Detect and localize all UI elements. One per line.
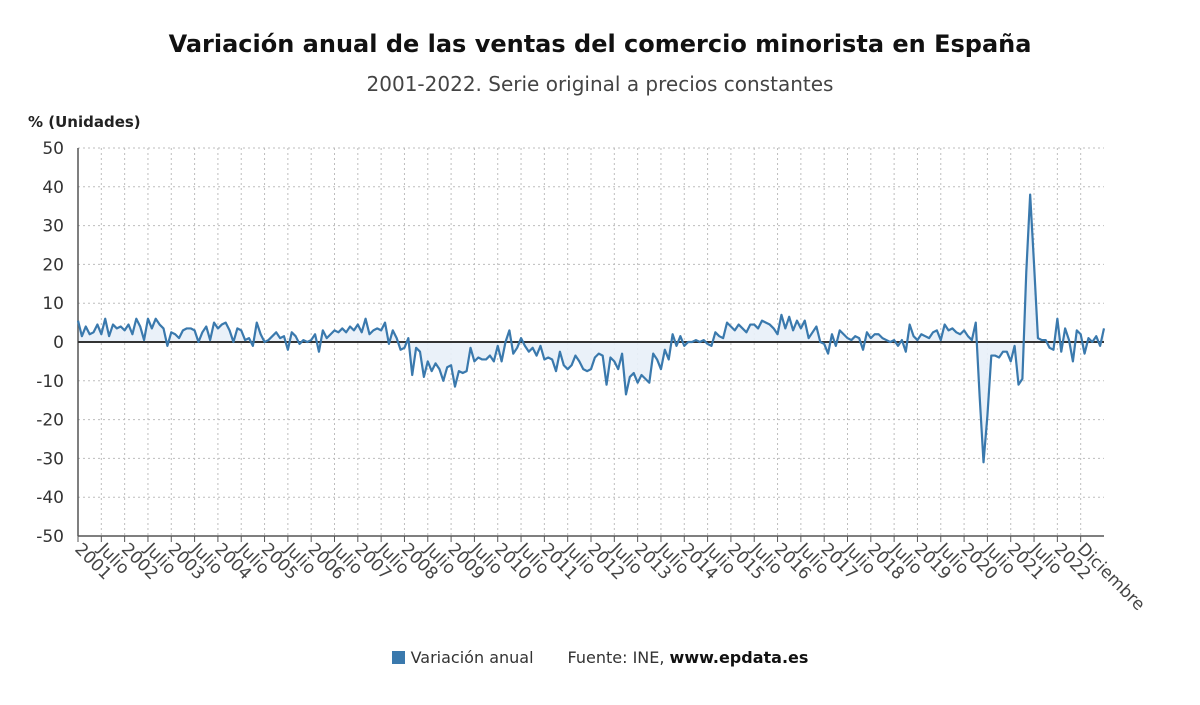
y-tick-label: -50 [36,527,64,547]
y-tick-label: 50 [42,139,64,159]
y-tick-label: 10 [42,294,64,314]
y-tick-label: -30 [36,449,64,469]
series-line-layer [76,193,1106,464]
source-prefix: Fuente: INE, [567,648,670,667]
y-tick-label: 0 [53,333,64,353]
chart-title: Variación anual de las ventas del comerc… [168,30,1032,58]
y-tick-labels: 50 40 30 20 10 0 -10 -20 -30 -40 -50 [36,139,64,547]
y-tick-label: 30 [42,217,64,237]
series-line-variacion-anual [76,193,1106,464]
source-link[interactable]: www.epdata.es [669,648,809,667]
y-tick-label: 20 [42,255,64,275]
chart-subtitle: 2001-2022. Serie original a precios cons… [366,72,834,96]
y-tick-label: -10 [36,372,64,392]
axes [77,148,1104,542]
y-axis-label: % (Unidades) [28,113,141,131]
y-tick-label: -20 [36,411,64,431]
legend: Variación anual Fuente: INE, www.epdata.e… [0,648,1200,667]
y-tick-label: 40 [42,178,64,198]
x-tick-labels: 2001Julio2002Julio2003Julio2004Julio2005… [70,539,1148,615]
y-tick-label: -40 [36,488,64,508]
legend-swatch [391,651,405,664]
legend-label: Variación anual [410,648,534,667]
